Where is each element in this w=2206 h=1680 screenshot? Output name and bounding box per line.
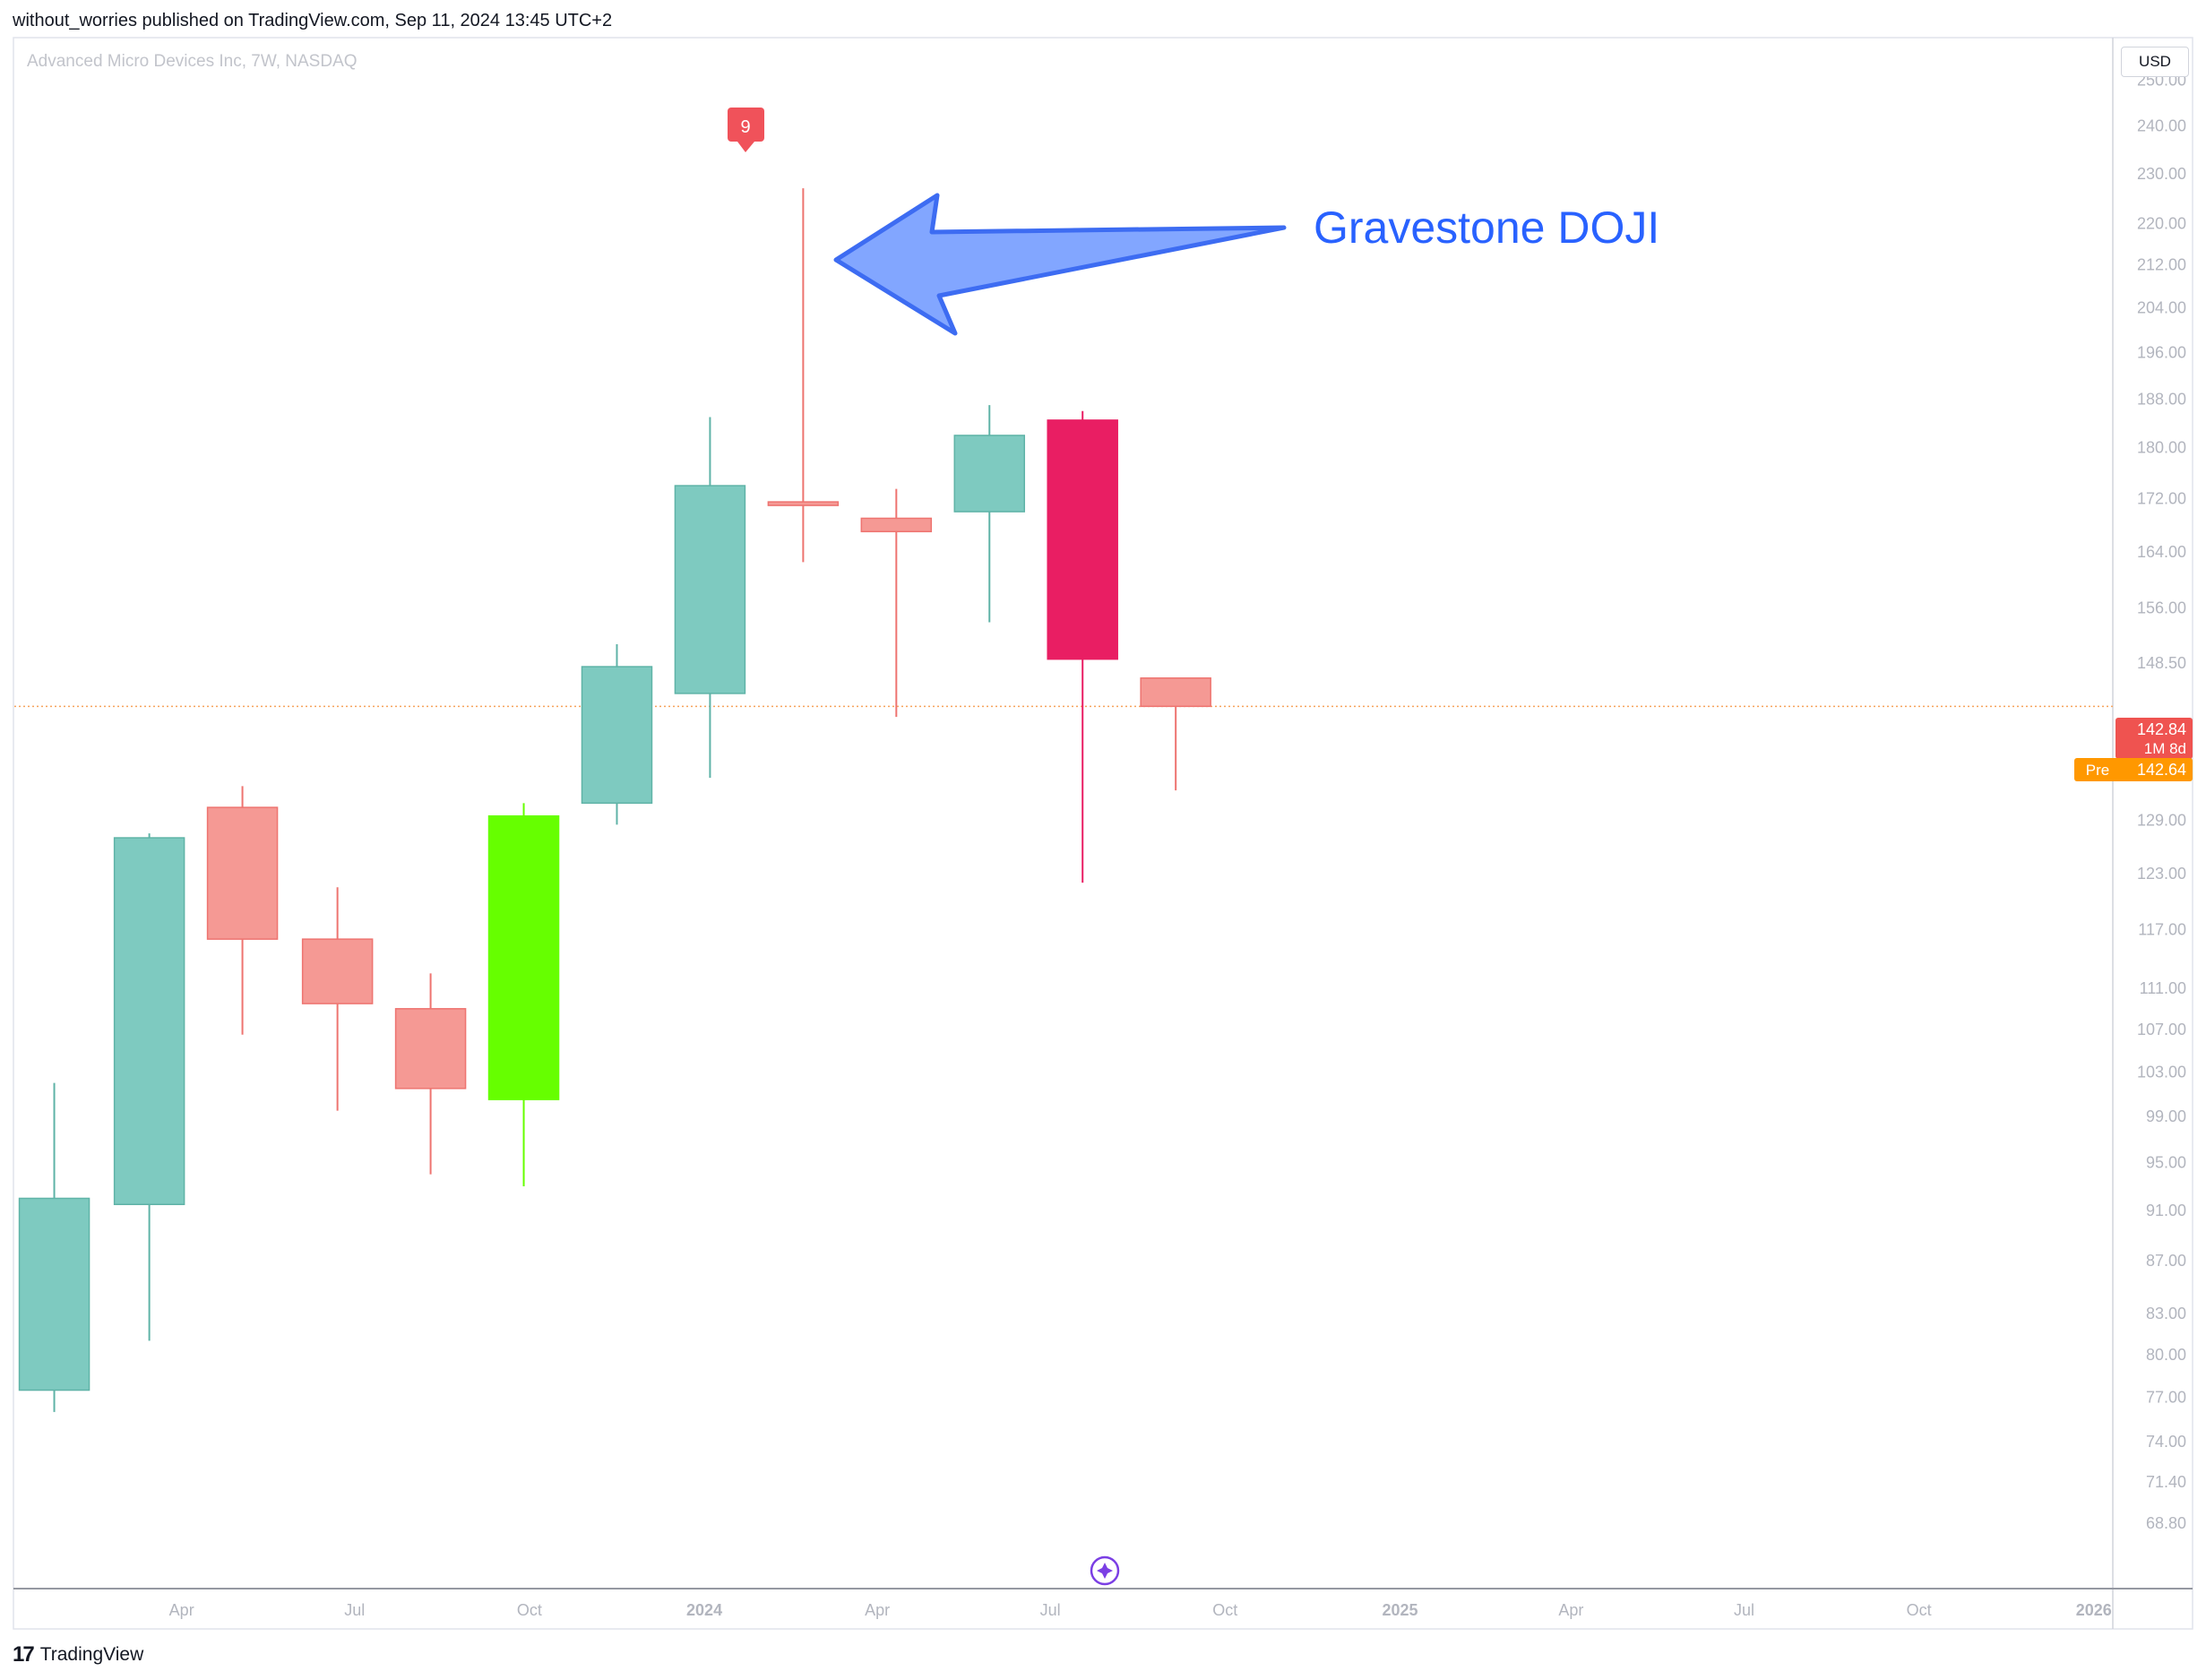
candle-body <box>1140 677 1211 708</box>
y-tick-label: 68.80 <box>2146 1514 2186 1532</box>
x-tick-label: Jul <box>344 1601 365 1619</box>
y-tick-label: 240.00 <box>2137 117 2186 135</box>
marker-label: 9 <box>740 117 750 137</box>
chart-border <box>13 37 2193 1630</box>
candle-body <box>953 435 1026 513</box>
price-axis[interactable]: 250.00240.00230.00220.00212.00204.00196.… <box>2137 72 2186 1532</box>
pre-price-value: 142.64 <box>2137 761 2186 779</box>
x-tick-label: Jul <box>1734 1601 1754 1619</box>
y-tick-label: 172.00 <box>2137 489 2186 507</box>
x-tick-label: 2024 <box>686 1601 722 1619</box>
x-tick-label: Apr <box>169 1601 194 1619</box>
candle-7[interactable] <box>581 644 653 825</box>
x-tick-label: Jul <box>1040 1601 1061 1619</box>
time-axis[interactable]: Apr Jul Oct 2024 Apr Jul Oct 2025 Apr Jul Oct 2026 <box>169 1601 2112 1619</box>
symbol-title: Advanced Micro Devices Inc, 7W, NASDAQ <box>27 52 358 71</box>
candle-13[interactable] <box>1140 677 1211 791</box>
x-tick-label: Apr <box>1558 1601 1583 1619</box>
x-tick-label: Oct <box>517 1601 542 1619</box>
published-line: without_worries published on TradingView… <box>13 11 613 30</box>
y-tick-label: 117.00 <box>2138 920 2186 938</box>
y-tick-label: 188.00 <box>2137 390 2186 408</box>
candle-11[interactable] <box>953 405 1026 623</box>
x-tick-label: 2025 <box>1382 1601 1418 1619</box>
sequential-count-marker[interactable]: 9 <box>728 108 764 152</box>
annotation-text[interactable]: Gravestone DOJI <box>1314 202 1659 253</box>
candle-body <box>860 517 933 533</box>
annotation-arrow[interactable] <box>833 193 1287 336</box>
candle-4[interactable] <box>301 887 374 1111</box>
candle-3[interactable] <box>206 786 279 1035</box>
y-tick-label: 71.40 <box>2146 1473 2186 1491</box>
candle-body <box>113 837 185 1206</box>
y-tick-label: 87.00 <box>2146 1252 2186 1270</box>
y-tick-label: 180.00 <box>2137 439 2186 457</box>
x-tick-label: 2026 <box>2076 1601 2112 1619</box>
y-tick-label: 220.00 <box>2137 214 2186 232</box>
x-tick-label: Apr <box>865 1601 890 1619</box>
y-tick-label: 99.00 <box>2146 1107 2186 1125</box>
tradingview-brand[interactable]: TradingView <box>39 1644 144 1665</box>
y-tick-label: 107.00 <box>2137 1021 2186 1038</box>
y-tick-label: 123.00 <box>2137 865 2186 883</box>
y-tick-label: 95.00 <box>2146 1153 2186 1171</box>
candle-body <box>206 806 279 940</box>
candle-8[interactable] <box>674 417 746 779</box>
candle-1[interactable] <box>18 1082 90 1412</box>
y-tick-label: 77.00 <box>2146 1389 2186 1407</box>
candle-body <box>18 1197 90 1391</box>
y-tick-label: 196.00 <box>2137 343 2186 361</box>
y-tick-label: 80.00 <box>2146 1346 2186 1364</box>
candle-6[interactable] <box>487 803 560 1186</box>
y-tick-label: 103.00 <box>2137 1063 2186 1081</box>
y-tick-label: 129.00 <box>2137 812 2186 830</box>
y-tick-label: 91.00 <box>2146 1202 2186 1219</box>
y-tick-label: 156.00 <box>2137 599 2186 616</box>
y-tick-label: 204.00 <box>2137 299 2186 317</box>
bar-countdown: 1M 8d <box>2144 740 2186 757</box>
candle-body <box>1047 419 1118 660</box>
candle-9[interactable] <box>767 188 840 563</box>
pre-tag: Pre <box>2086 762 2109 779</box>
tradingview-footer[interactable]: 17 TradingView <box>13 1642 143 1667</box>
y-tick-label: 212.00 <box>2137 256 2186 274</box>
y-tick-label: 148.50 <box>2137 654 2186 672</box>
y-tick-label: 74.00 <box>2146 1433 2186 1451</box>
candle-2[interactable] <box>113 833 185 1341</box>
candle-body <box>394 1008 467 1090</box>
pre-market-label: Pre 142.64 <box>2074 758 2193 781</box>
candle-body <box>301 938 374 1004</box>
candle-12[interactable] <box>1047 410 1118 883</box>
candles-layer <box>18 188 1211 1412</box>
candle-5[interactable] <box>394 973 467 1175</box>
tradingview-logo-icon[interactable]: 17 <box>13 1642 35 1667</box>
candle-body <box>487 814 560 1100</box>
last-price-label: 142.84 1M 8d <box>2116 718 2193 759</box>
y-tick-label: 111.00 <box>2140 979 2186 997</box>
x-tick-label: Oct <box>1212 1601 1237 1619</box>
y-tick-label: 164.00 <box>2137 543 2186 561</box>
x-tick-label: Oct <box>1907 1601 1932 1619</box>
last-price-value: 142.84 <box>2137 720 2186 738</box>
compass-icon[interactable] <box>1090 1555 1120 1586</box>
candle-10[interactable] <box>860 488 933 718</box>
candle-body <box>581 666 653 805</box>
y-tick-label: 230.00 <box>2137 165 2186 183</box>
currency-button[interactable]: USD <box>2121 47 2189 77</box>
y-tick-label: 83.00 <box>2146 1305 2186 1322</box>
candle-body <box>767 501 840 506</box>
candle-body <box>674 485 746 694</box>
